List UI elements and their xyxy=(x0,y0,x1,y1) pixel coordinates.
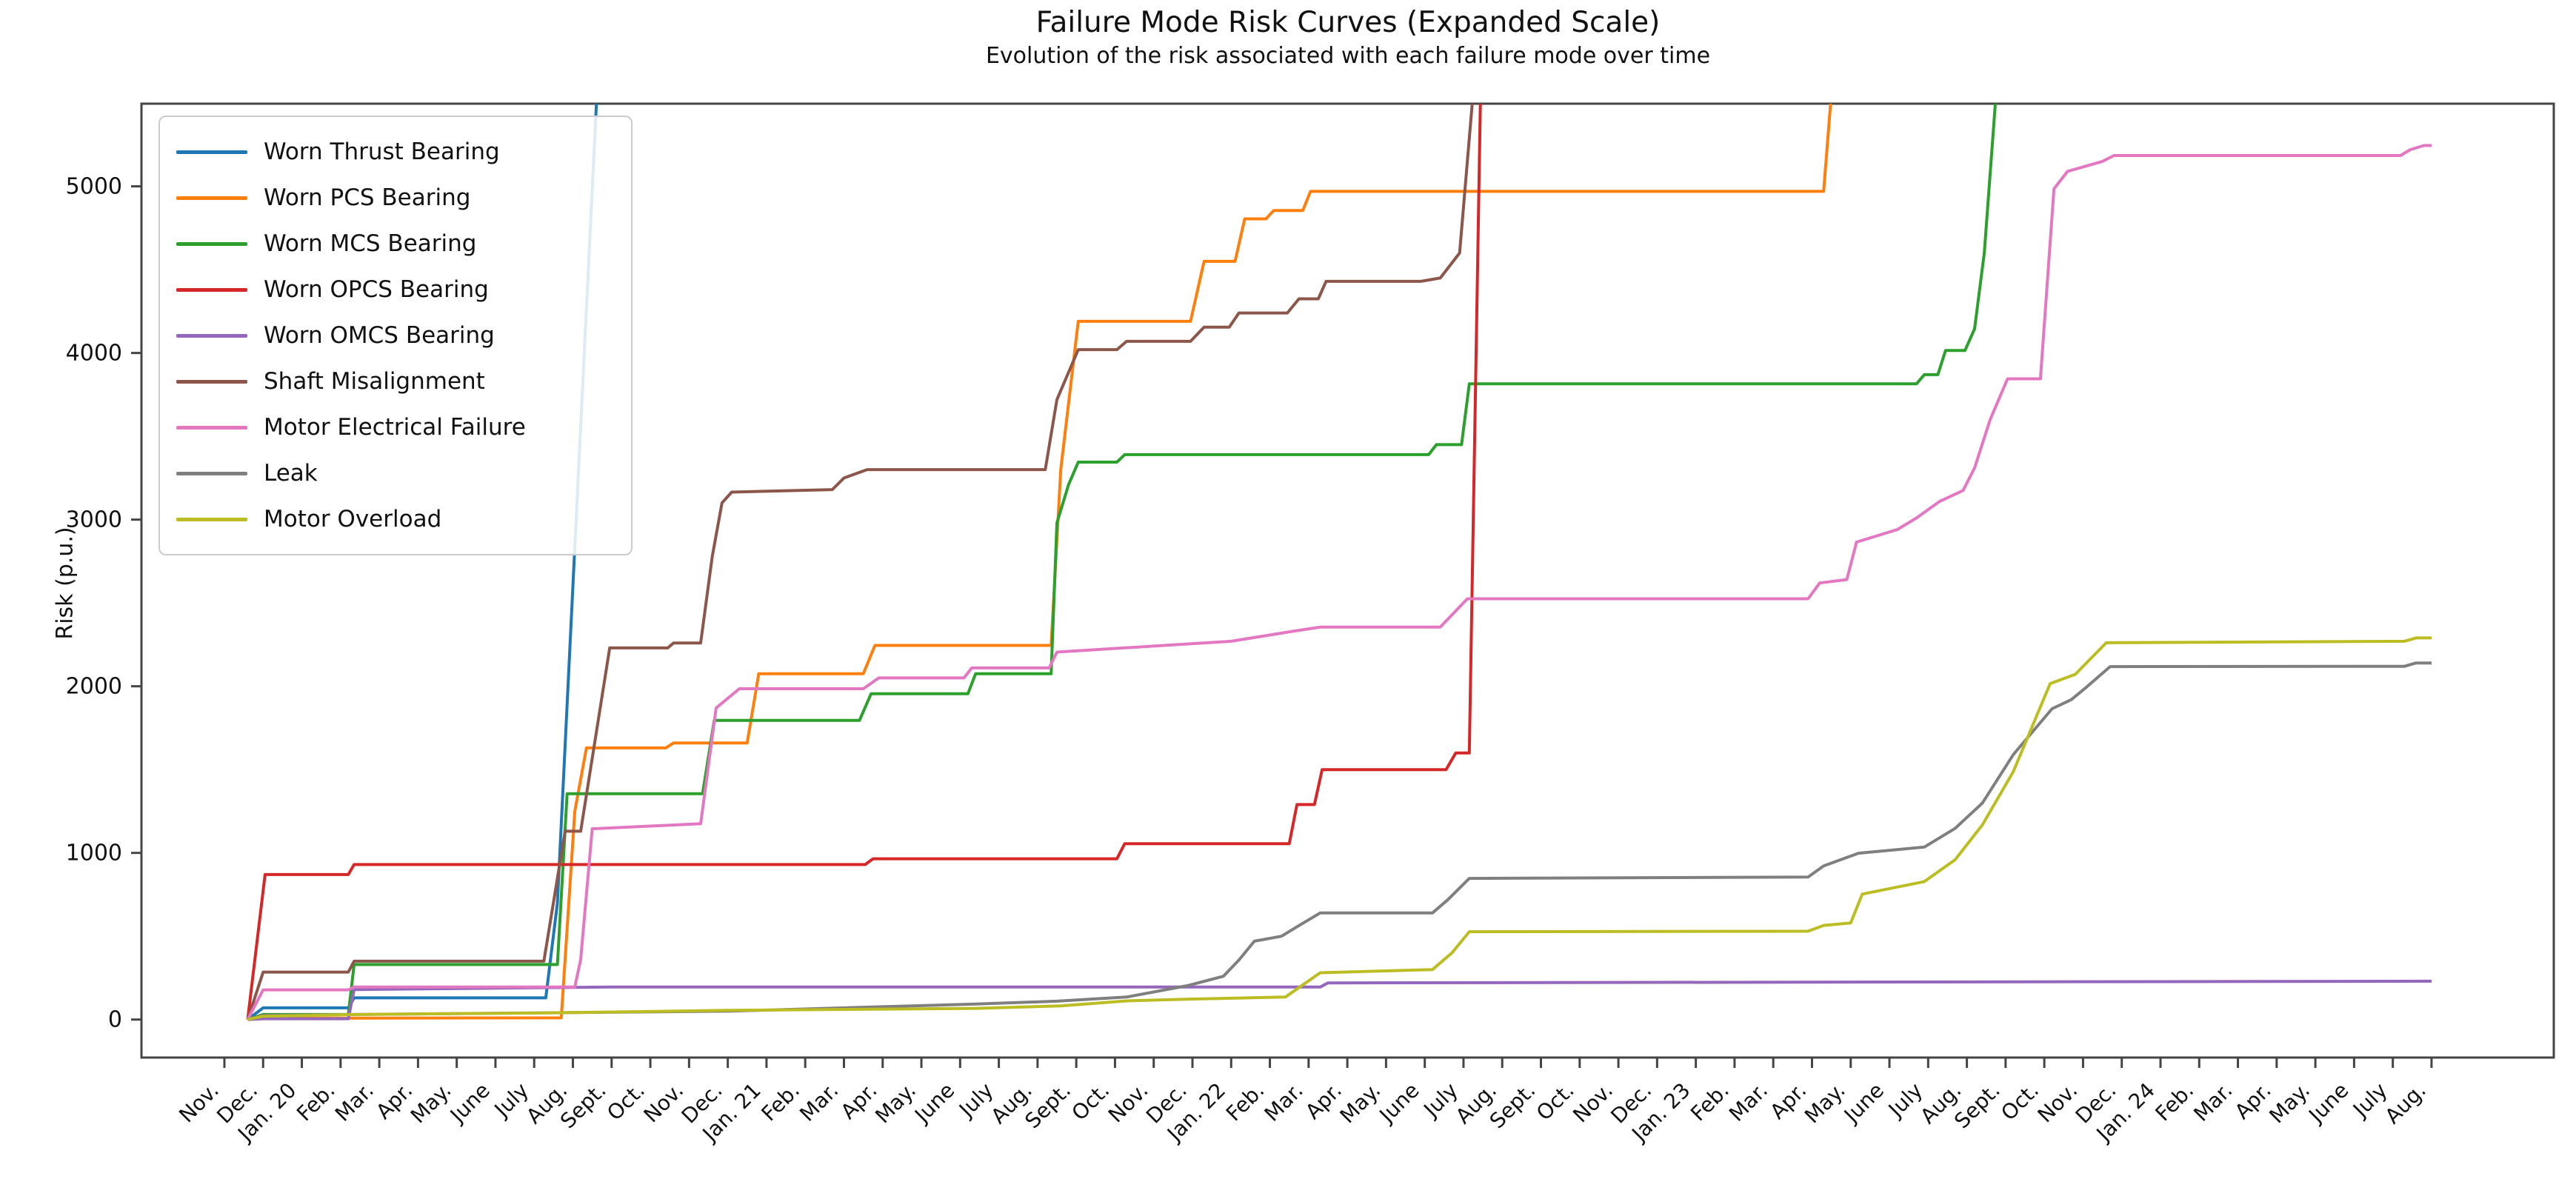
x-tick-label: June xyxy=(444,1078,495,1129)
x-tick-label: Oct. xyxy=(1532,1078,1579,1126)
legend-label: Motor Overload xyxy=(264,506,442,532)
x-tick-label: Feb. xyxy=(756,1078,804,1126)
legend-swatch xyxy=(176,471,247,475)
series-line-worn-mcs-bearing xyxy=(247,104,1998,1021)
x-tick-label: Feb. xyxy=(2151,1078,2199,1126)
x-tick-label: Feb. xyxy=(1686,1078,1734,1126)
x-tick-label: May. xyxy=(870,1078,921,1129)
x-tick-label: Sept. xyxy=(1949,1078,2005,1134)
legend-label: Motor Electrical Failure xyxy=(264,414,526,441)
chart-title: Failure Mode Risk Curves (Expanded Scale… xyxy=(1035,6,1661,39)
y-tick-label: 5000 xyxy=(66,174,122,200)
y-tick-label: 1000 xyxy=(66,841,122,866)
legend-label: Worn OMCS Bearing xyxy=(264,322,495,349)
x-tick-label: Apr. xyxy=(2230,1078,2276,1124)
legend-swatch xyxy=(176,333,247,338)
x-tick-label: May. xyxy=(2264,1078,2315,1129)
x-tick-label: Feb. xyxy=(292,1078,340,1126)
series-line-worn-thrust-bearing xyxy=(247,104,598,1021)
legend-label: Shaft Misalignment xyxy=(264,368,485,395)
x-tick-label: Oct. xyxy=(1067,1078,1115,1126)
y-tick-label: 4000 xyxy=(66,341,122,367)
x-tick-label: Apr. xyxy=(371,1078,417,1124)
x-tick-label: Mar. xyxy=(2189,1078,2237,1126)
legend-item: Motor Electrical Failure xyxy=(176,404,613,450)
legend-item: Worn MCS Bearing xyxy=(176,221,613,267)
legend-item: Worn PCS Bearing xyxy=(176,175,613,221)
series-line-shaft-misalignment xyxy=(246,104,1474,1021)
legend-swatch xyxy=(176,196,247,200)
x-tick-label: May. xyxy=(1800,1078,1850,1129)
legend-item: Motor Overload xyxy=(176,496,613,542)
x-tick-label: Nov. xyxy=(2033,1078,2083,1128)
legend-item: Worn OPCS Bearing xyxy=(176,267,613,313)
x-tick-label: Nov. xyxy=(639,1078,689,1128)
series-line-leak xyxy=(247,661,2432,1021)
series-line-motor-overload xyxy=(247,636,2432,1021)
x-tick-label: Apr. xyxy=(1301,1078,1347,1124)
legend-item: Worn Thrust Bearing xyxy=(176,129,613,175)
x-tick-label: May. xyxy=(1335,1078,1386,1129)
series-group xyxy=(246,104,2432,1021)
x-tick-label: Nov. xyxy=(1104,1078,1153,1128)
y-tick-label: 3000 xyxy=(66,507,122,533)
y-tick-label: 0 xyxy=(108,1007,122,1033)
x-tick-label: Mar. xyxy=(1260,1078,1308,1126)
legend-swatch xyxy=(176,379,247,384)
legend-item: Leak xyxy=(176,450,613,496)
legend-swatch xyxy=(176,287,247,292)
legend-label: Worn Thrust Bearing xyxy=(264,138,500,165)
x-tick-label: Apr. xyxy=(1765,1078,1811,1124)
x-tick-label: Oct. xyxy=(602,1078,650,1126)
x-tick-label: Sept. xyxy=(1020,1078,1075,1134)
x-tick-label: Mar. xyxy=(330,1078,378,1126)
legend-label: Leak xyxy=(264,460,318,487)
legend-item: Worn OMCS Bearing xyxy=(176,313,613,358)
x-tick-label: June xyxy=(1838,1078,1889,1129)
x-tick-label: June xyxy=(2303,1078,2353,1129)
chart-subtitle: Evolution of the risk associated with ea… xyxy=(985,43,1711,69)
x-tick-label: Sept. xyxy=(1485,1078,1541,1134)
x-tick-label: June xyxy=(1374,1078,1424,1129)
x-tick-label: Feb. xyxy=(1221,1078,1269,1126)
legend-item: Shaft Misalignment xyxy=(176,358,613,404)
series-line-motor-electrical-failure xyxy=(246,144,2432,1021)
x-tick-label: Apr. xyxy=(836,1078,882,1124)
x-tick-label: May. xyxy=(406,1078,456,1129)
x-tick-label: Mar. xyxy=(1724,1078,1772,1126)
legend-swatch xyxy=(176,425,247,430)
legend-label: Worn MCS Bearing xyxy=(264,230,477,257)
x-tick-label: Nov. xyxy=(174,1078,224,1128)
legend-swatch xyxy=(176,517,247,521)
x-tick-label: Nov. xyxy=(1568,1078,1618,1128)
legend-label: Worn PCS Bearing xyxy=(264,184,471,211)
legend-label: Worn OPCS Bearing xyxy=(264,276,489,303)
legend-box: Worn Thrust Bearing Worn PCS Bearing Worn … xyxy=(159,116,633,555)
legend-swatch xyxy=(176,150,247,154)
x-tick-label: June xyxy=(909,1078,959,1129)
x-tick-label: Mar. xyxy=(795,1078,843,1126)
series-line-worn-opcs-bearing xyxy=(246,104,1482,1020)
legend-swatch xyxy=(176,241,247,246)
y-tick-label: 2000 xyxy=(66,674,122,700)
x-tick-label: Sept. xyxy=(555,1078,611,1134)
x-tick-label: Oct. xyxy=(1996,1078,2043,1126)
x-tick-label: Aug. xyxy=(2380,1078,2431,1129)
